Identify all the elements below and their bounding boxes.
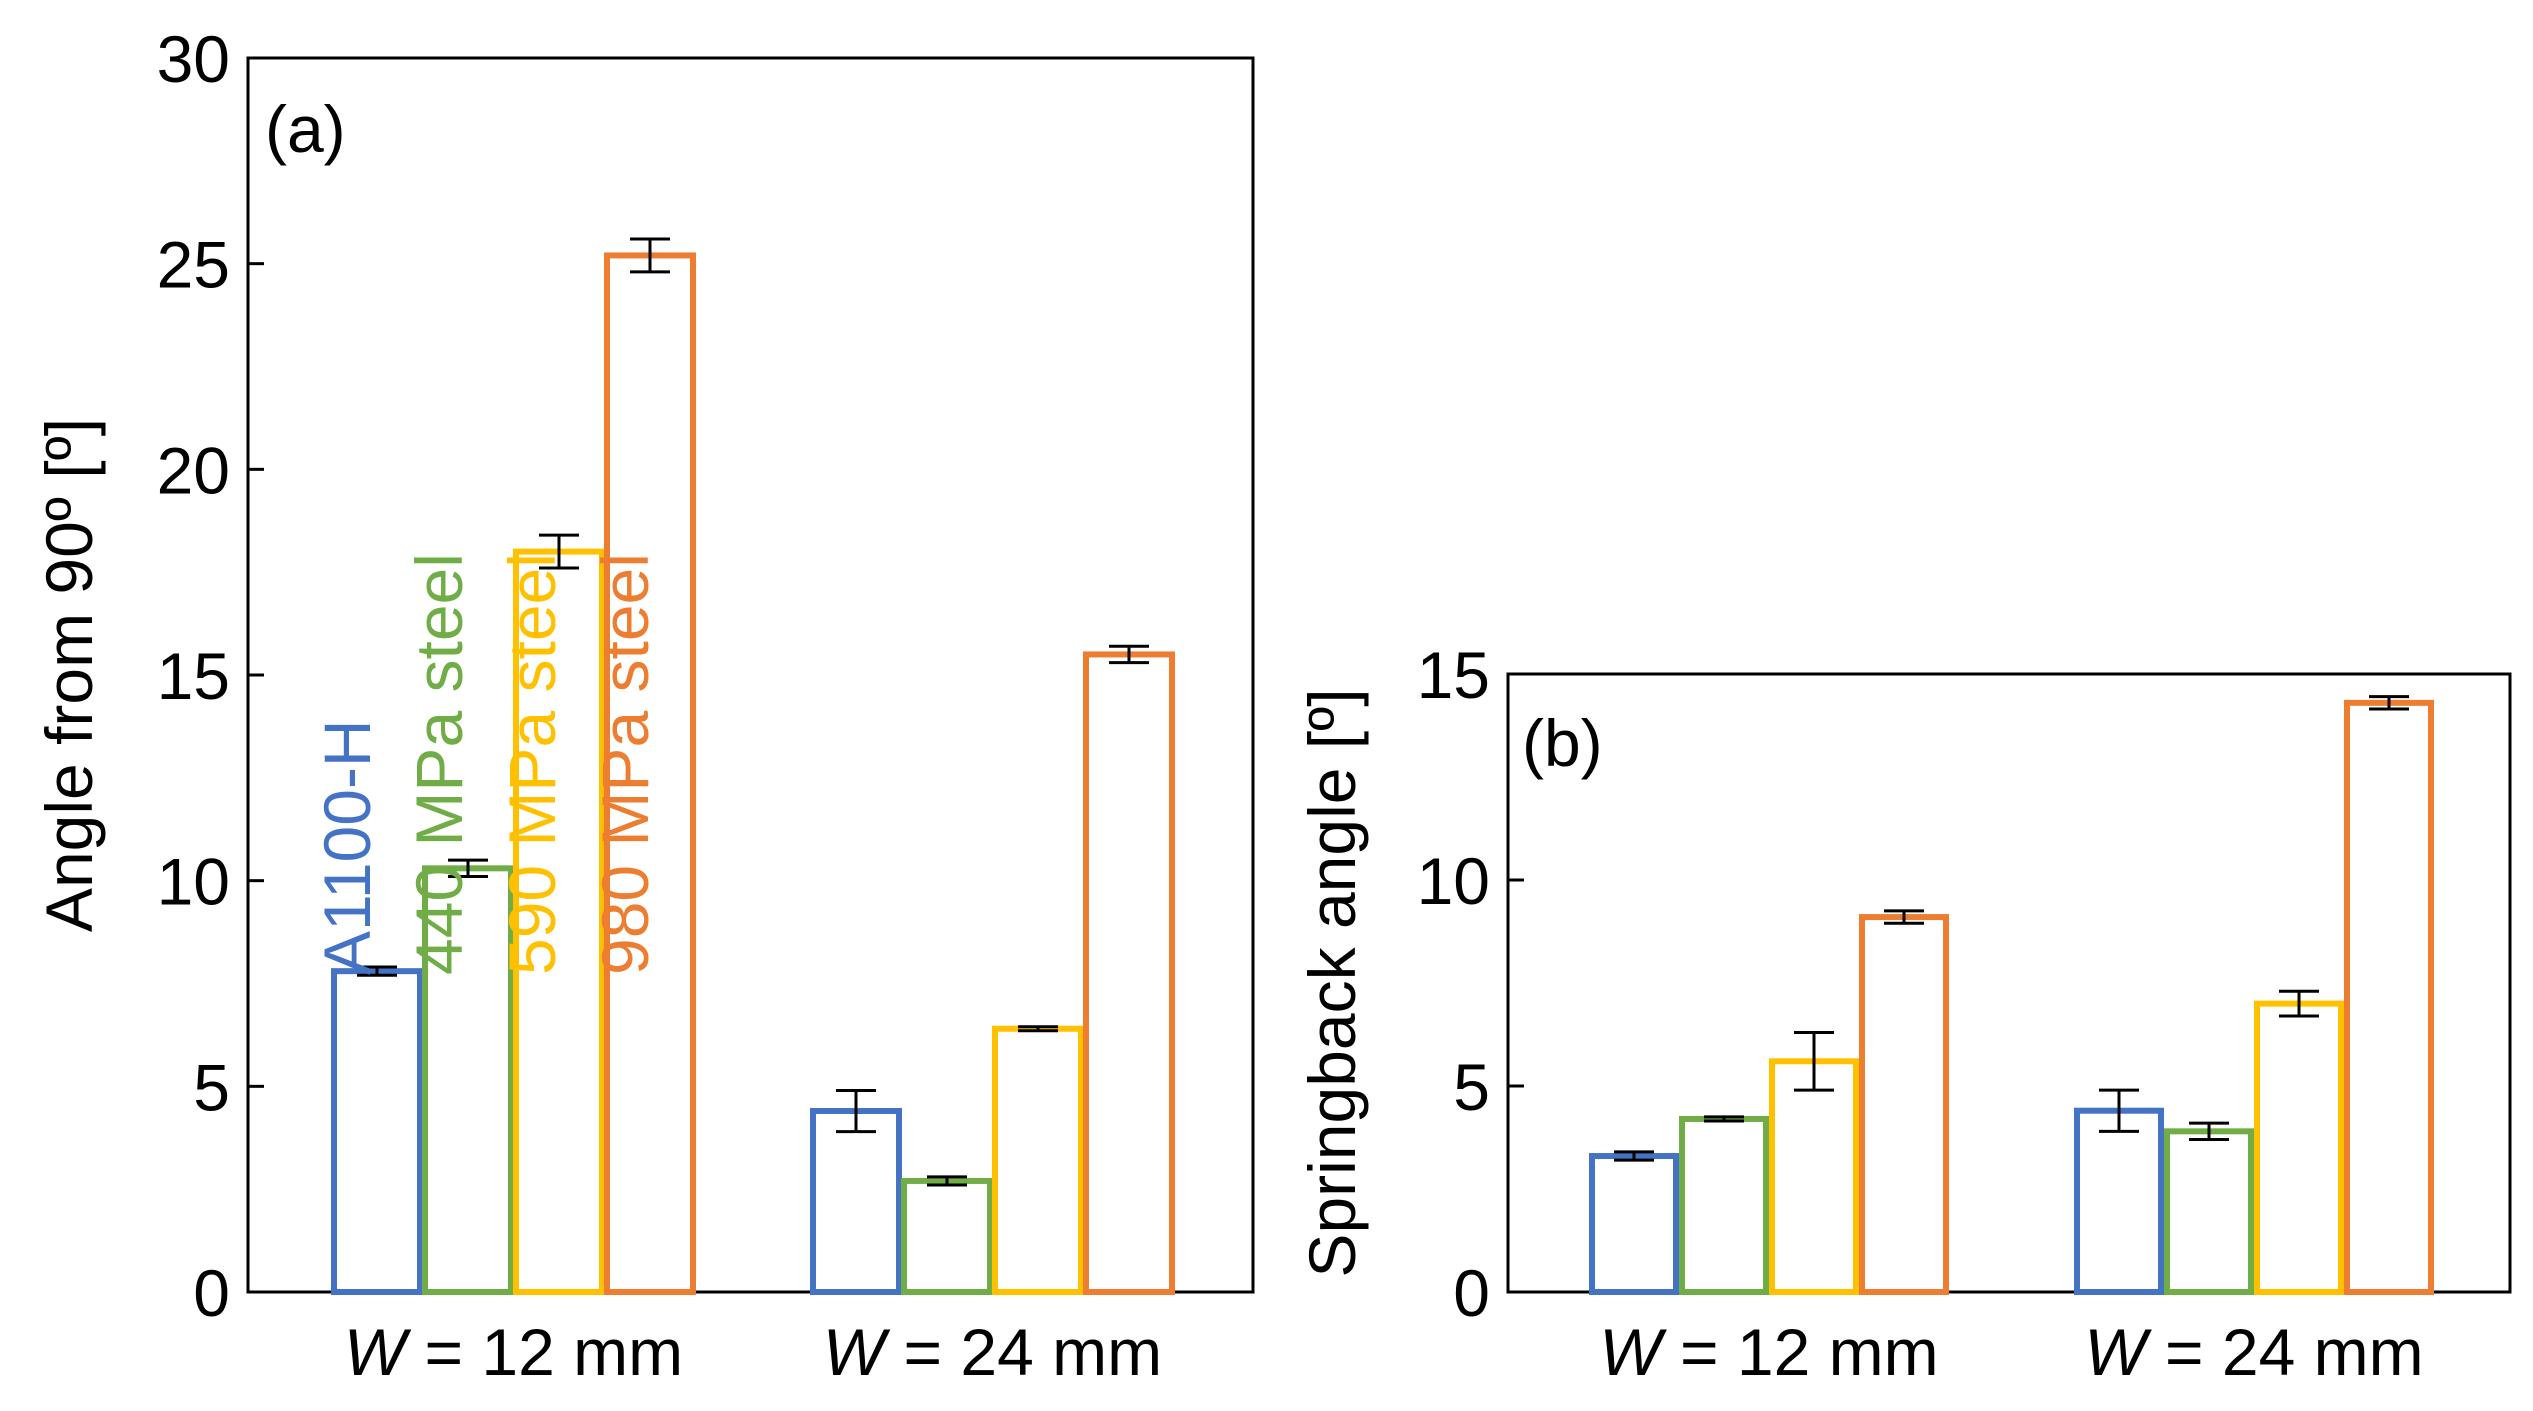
error-bar-a-2-1 — [1018, 1025, 1058, 1033]
bar-b-a1100-h-1 — [1589, 1153, 1679, 1296]
x-category-label-a-2: W = 24 mm — [823, 1315, 1162, 1389]
error-bar-a-1-1 — [927, 1175, 967, 1187]
bar-b-440-mpa-steel-1 — [1679, 1115, 1769, 1295]
error-bar-b-1-0 — [1704, 1115, 1744, 1123]
plot-frame-b — [1506, 672, 2512, 1294]
panel-a: 0 5 10 15 20 25 30 Angle from 90º [º] (a) W = 12 … — [32, 22, 1255, 1389]
error-bar-a-3-1 — [1109, 644, 1149, 665]
bar-b-980-mpa-steel-1 — [1859, 914, 1949, 1296]
bar-b-440-mpa-steel-2 — [2164, 1128, 2254, 1295]
category-variable: W — [344, 1315, 412, 1389]
y-tick-label-b-1: 5 — [1453, 1050, 1490, 1124]
y-tick-label-a-1: 5 — [193, 1050, 230, 1124]
error-bar-b-1-1 — [2189, 1121, 2229, 1142]
error-bar-a-1-0 — [448, 858, 488, 879]
error-bar-a-3-0 — [630, 237, 670, 274]
y-tick-label-a-5: 25 — [157, 228, 230, 302]
y-axis-title-a: Angle from 90º [º] — [32, 418, 106, 932]
error-bar-b-3-0 — [1884, 909, 1924, 925]
x-category-label-b-2: W = 24 mm — [2084, 1315, 2423, 1389]
bar-a-590-mpa-steel-2 — [992, 1025, 1084, 1296]
bar-a-980-mpa-steel-2 — [1083, 651, 1175, 1295]
error-bar-a-0-0 — [357, 965, 397, 977]
y-tick-label-a-0: 0 — [193, 1256, 230, 1330]
y-tick-label-b-2: 10 — [1417, 844, 1490, 918]
category-variable: W — [2084, 1315, 2152, 1389]
error-bar-b-3-1 — [2369, 695, 2409, 711]
error-bar-b-0-1 — [2099, 1088, 2139, 1133]
legend-label-440-mpa-steel: 440 MPa steel — [402, 553, 476, 975]
category-variable: W — [1599, 1315, 1667, 1389]
panel-label-a: (a) — [265, 92, 346, 166]
error-bar-b-0-0 — [1614, 1150, 1654, 1162]
y-tick-label-a-2: 10 — [157, 845, 230, 919]
category-value: = 24 mm — [2147, 1315, 2424, 1389]
bar-a-a1100-h-1 — [331, 968, 423, 1295]
error-bar-b-2-1 — [2279, 989, 2319, 1018]
bar-b-a1100-h-2 — [2074, 1107, 2164, 1295]
x-category-label-a-1: W = 12 mm — [344, 1315, 683, 1389]
legend-label-590-mpa-steel: 590 MPa steel — [495, 553, 569, 975]
error-bar-b-2-0 — [1794, 1030, 1834, 1092]
category-value: = 12 mm — [1662, 1315, 1939, 1389]
bar-b-590-mpa-steel-1 — [1769, 1058, 1859, 1296]
category-value: = 12 mm — [406, 1315, 683, 1389]
y-tick-label-a-3: 15 — [157, 639, 230, 713]
panel-label-b: (b) — [1522, 706, 1603, 780]
error-bar-a-0-1 — [836, 1088, 876, 1134]
x-category-label-b-1: W = 12 mm — [1599, 1315, 1938, 1389]
y-tick-label-b-3: 15 — [1417, 638, 1490, 712]
bar-a-440-mpa-steel-1 — [422, 865, 514, 1295]
bar-b-980-mpa-steel-2 — [2344, 699, 2434, 1295]
legend-label-a1100-h: A1100-H — [310, 719, 384, 975]
y-tick-label-b-0: 0 — [1453, 1256, 1490, 1330]
bar-a-440-mpa-steel-2 — [901, 1177, 993, 1295]
bar-a-a1100-h-2 — [810, 1108, 902, 1295]
bar-b-590-mpa-steel-2 — [2254, 1000, 2344, 1295]
category-variable: W — [823, 1315, 891, 1389]
y-axis-title-b: Springback angle [º] — [1295, 688, 1369, 1277]
y-tick-label-a-6: 30 — [157, 22, 230, 96]
bar-a-590-mpa-steel-1 — [513, 548, 605, 1295]
legend-label-980-mpa-steel: 980 MPa steel — [588, 553, 662, 975]
y-tick-label-a-4: 20 — [157, 433, 230, 507]
error-bar-a-2-0 — [539, 533, 579, 570]
category-value: = 24 mm — [885, 1315, 1162, 1389]
bar-a-980-mpa-steel-1 — [604, 252, 696, 1296]
